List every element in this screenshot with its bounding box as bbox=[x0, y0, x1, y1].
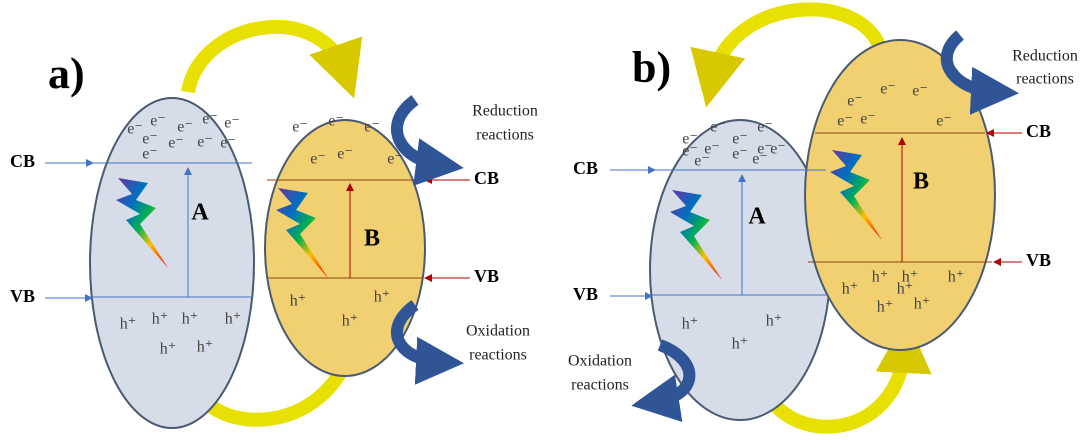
electron: e⁻ bbox=[847, 93, 863, 110]
hole: h⁺ bbox=[877, 299, 893, 316]
electron: e⁻ bbox=[912, 83, 928, 100]
electron: e⁻ bbox=[202, 111, 218, 128]
semiconductor-name: A bbox=[191, 200, 209, 226]
diagram: a) CB VB CB VB A B Reduction reactions O… bbox=[0, 0, 1089, 444]
semiconductor-name: B bbox=[364, 226, 380, 252]
reaction-text: reactions bbox=[1016, 71, 1074, 88]
reaction-text: Reduction bbox=[1012, 48, 1078, 65]
electron: e⁻ bbox=[224, 115, 240, 132]
semiconductor-name: B bbox=[913, 169, 929, 195]
electron: e⁻ bbox=[752, 151, 768, 168]
electron: e⁻ bbox=[770, 141, 786, 158]
reaction-text: Reduction bbox=[472, 103, 538, 120]
electron: e⁻ bbox=[310, 151, 326, 168]
semiconductor-name: A bbox=[748, 204, 766, 230]
hole: h⁺ bbox=[948, 269, 964, 286]
electron: e⁻ bbox=[364, 119, 380, 136]
electron: e⁻ bbox=[710, 119, 726, 136]
hole: h⁺ bbox=[766, 313, 782, 330]
panel-a: a) CB VB CB VB A B Reduction reactions O… bbox=[10, 27, 538, 428]
electron: e⁻ bbox=[860, 111, 876, 128]
band-label: VB bbox=[1026, 250, 1051, 270]
electron: e⁻ bbox=[837, 113, 853, 130]
electron: e⁻ bbox=[150, 113, 166, 130]
reaction-text: reactions bbox=[571, 377, 629, 394]
reaction-arrow bbox=[947, 35, 995, 92]
band-label: CB bbox=[573, 158, 598, 178]
band-label: CB bbox=[474, 168, 499, 188]
hole: h⁺ bbox=[374, 289, 390, 306]
panel-b: b) CB VB CB VB A B Reduction reactions O… bbox=[568, 9, 1078, 426]
hole: h⁺ bbox=[914, 296, 930, 313]
hole: h⁺ bbox=[872, 269, 888, 286]
band-label: CB bbox=[1026, 121, 1051, 141]
reaction-text: Oxidation bbox=[568, 353, 632, 370]
electron: e⁻ bbox=[127, 121, 143, 138]
electron: e⁻ bbox=[694, 153, 710, 170]
semiconductor-a bbox=[650, 120, 830, 420]
band-label: VB bbox=[10, 286, 35, 306]
hole: h⁺ bbox=[732, 336, 748, 353]
electron: e⁻ bbox=[732, 146, 748, 163]
hole: h⁺ bbox=[152, 311, 168, 328]
electron: e⁻ bbox=[387, 151, 403, 168]
hole: h⁺ bbox=[197, 339, 213, 356]
hole: h⁺ bbox=[682, 316, 698, 333]
electron: e⁻ bbox=[142, 146, 158, 163]
electron: e⁻ bbox=[328, 113, 344, 130]
hole: h⁺ bbox=[342, 313, 358, 330]
reaction-text: reactions bbox=[469, 347, 527, 364]
electron: e⁻ bbox=[168, 135, 184, 152]
electron: e⁻ bbox=[197, 134, 213, 151]
electron: e⁻ bbox=[292, 119, 308, 136]
hole: h⁺ bbox=[290, 293, 306, 310]
electron: e⁻ bbox=[757, 119, 773, 136]
hole: h⁺ bbox=[897, 281, 913, 298]
band-label: CB bbox=[10, 151, 35, 171]
reaction-text: reactions bbox=[476, 127, 534, 144]
hole: h⁺ bbox=[182, 311, 198, 328]
electron: e⁻ bbox=[936, 113, 952, 130]
electron: e⁻ bbox=[880, 81, 896, 98]
electron: e⁻ bbox=[177, 119, 193, 136]
band-label: VB bbox=[573, 284, 598, 304]
hole: h⁺ bbox=[160, 341, 176, 358]
transfer-arrow bbox=[188, 27, 345, 92]
reaction-text: Oxidation bbox=[466, 323, 530, 340]
electron: e⁻ bbox=[337, 146, 353, 163]
hole: h⁺ bbox=[225, 311, 241, 328]
panel-label: b) bbox=[632, 43, 671, 92]
reaction-arrow bbox=[397, 100, 440, 165]
hole: h⁺ bbox=[120, 316, 136, 333]
band-label: VB bbox=[474, 266, 499, 286]
electron: e⁻ bbox=[220, 135, 236, 152]
reaction-arrow bbox=[655, 345, 689, 402]
hole: h⁺ bbox=[842, 281, 858, 298]
panel-label: a) bbox=[48, 49, 85, 98]
